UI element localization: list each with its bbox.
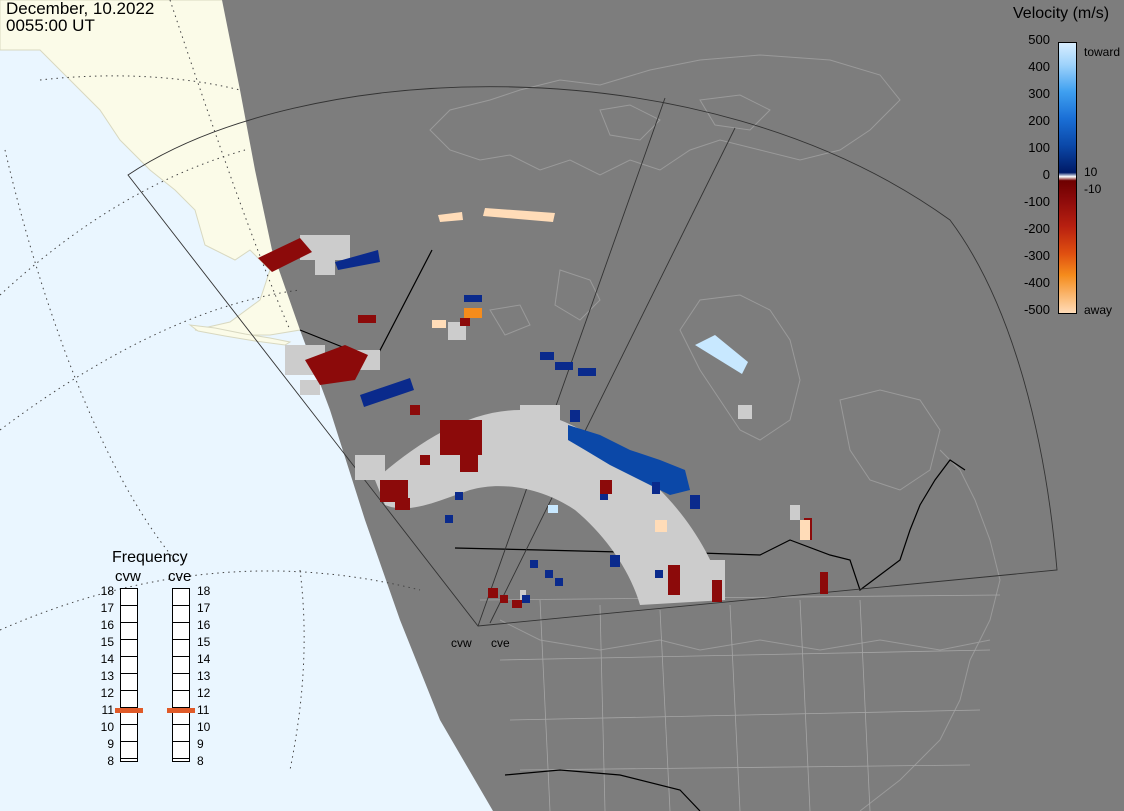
- colorbar-tick-label: 300: [1028, 86, 1050, 101]
- frequency-cell: [121, 657, 137, 674]
- frequency-cell: [121, 606, 137, 623]
- frequency-cell: [173, 674, 189, 691]
- frequency-scale-left: 11: [101, 703, 114, 717]
- colorbar-tick-label: -400: [1023, 275, 1050, 290]
- colorbar-tick-label: 400: [1028, 59, 1050, 74]
- colorbar-tick-label: 0: [1042, 167, 1050, 182]
- frequency-scale-right: 8: [197, 754, 204, 768]
- frequency-cell: [173, 623, 189, 640]
- fast-toward-echoes: [548, 335, 748, 513]
- frequency-marker-cve: [167, 708, 195, 714]
- frequency-cell: [173, 640, 189, 657]
- aleutian-islands: [188, 324, 292, 346]
- time-label: 0055:00 UT: [6, 16, 95, 35]
- frequency-scale-left: 12: [100, 686, 114, 700]
- site-label-cvw: cvw: [451, 636, 472, 650]
- frequency-cell: [121, 691, 137, 708]
- frequency-scale-left: 18: [100, 584, 114, 598]
- frequency-cell: [173, 691, 189, 708]
- frequency-cell: [121, 589, 137, 606]
- night-side: [222, 0, 1124, 811]
- frequency-scale-right: 15: [197, 635, 211, 649]
- colorbar-tick-label: -100: [1023, 194, 1050, 209]
- political-borders: [479, 594, 1001, 811]
- frequency-scale-left: 14: [100, 652, 114, 666]
- graticule: [0, 0, 421, 771]
- frequency-scale-right: 17: [197, 601, 211, 615]
- velocity-colorbar: [1058, 42, 1077, 314]
- colorbar-tick-label: 100: [1028, 140, 1050, 155]
- frequency-scale-left: 9: [107, 737, 114, 751]
- frequency-cell: [121, 708, 137, 725]
- colorbar-tick-label: -300: [1023, 248, 1050, 263]
- frequency-scale-right: 11: [197, 703, 210, 717]
- away-label: away: [1084, 303, 1113, 317]
- frequency-cell: [121, 674, 137, 691]
- frequency-cell: [173, 606, 189, 623]
- frequency-cell: [173, 589, 189, 606]
- site-label-cve: cve: [491, 636, 510, 650]
- away-echoes: [258, 238, 828, 608]
- toward-echoes: [335, 250, 700, 603]
- frequency-cell: [173, 657, 189, 674]
- frequency-scale-right: 12: [197, 686, 211, 700]
- frequency-scale-right: 10: [197, 720, 211, 734]
- frequency-cell: [121, 640, 137, 657]
- frequency-marker-cvw: [115, 708, 143, 714]
- colorbar-tick-label: 500: [1028, 32, 1050, 47]
- frequency-column-cvw: [120, 588, 138, 762]
- frequency-cell: [173, 742, 189, 759]
- frequency-scale-right: 9: [197, 737, 204, 751]
- frequency-scale-right: 18: [197, 584, 211, 598]
- legend-title: Velocity (m/s): [1013, 5, 1110, 22]
- date-label: December, 10.2022: [6, 0, 155, 18]
- colorbar-tick-label: 200: [1028, 113, 1050, 128]
- frequency-scale-left: 13: [100, 669, 114, 683]
- frequency-scale-left: 10: [100, 720, 114, 734]
- frequency-scale-left: 16: [100, 618, 114, 632]
- frequency-scale-left: 17: [100, 601, 114, 615]
- frequency-cell: [121, 623, 137, 640]
- frequency-title: Frequency: [112, 549, 188, 566]
- frequency-radar-cvw: cvw: [115, 568, 141, 585]
- frequency-scale-right: 13: [197, 669, 211, 683]
- frequency-column-cve: [172, 588, 190, 762]
- frequency-cell: [173, 725, 189, 742]
- frequency-cell: [121, 725, 137, 742]
- frequency-scale-right: 14: [197, 652, 211, 666]
- colorbar-inner-negative: -10: [1084, 182, 1102, 196]
- far-away-echoes: [432, 208, 810, 540]
- frequency-cell: [121, 742, 137, 759]
- colorbar-inner-positive: 10: [1084, 165, 1098, 179]
- colorbar-tick-label: -500: [1023, 302, 1050, 317]
- timestamp: December, 10.2022 0055:00 UT: [6, 0, 154, 34]
- frequency-radar-cve: cve: [168, 568, 192, 585]
- toward-label: toward: [1084, 45, 1121, 59]
- frequency-cell: [173, 708, 189, 725]
- frequency-scale-left: 15: [100, 635, 114, 649]
- colorbar-tick-label: -200: [1023, 221, 1050, 236]
- frequency-scale-left: 8: [107, 754, 114, 768]
- frequency-scale-right: 16: [197, 618, 211, 632]
